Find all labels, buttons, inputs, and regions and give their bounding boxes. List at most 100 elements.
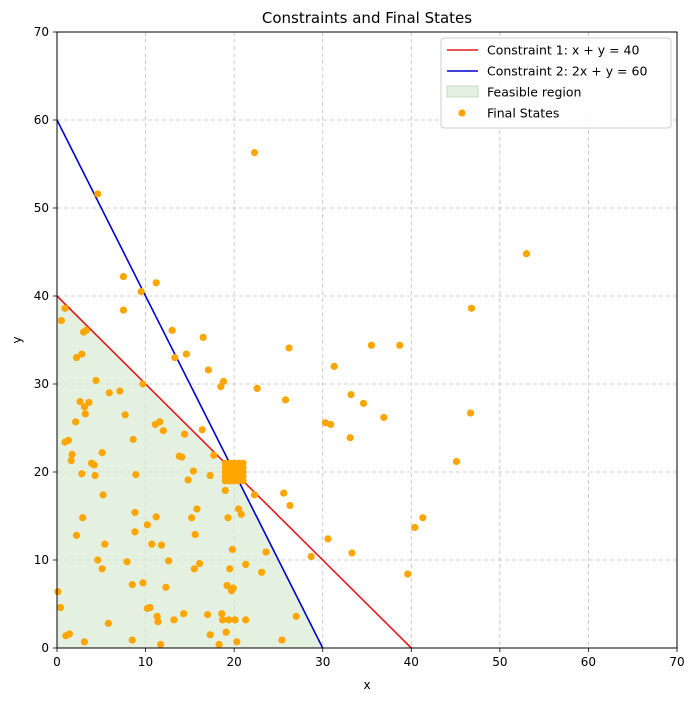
legend-label-final-states: Final States	[487, 106, 559, 121]
final-state-point	[180, 430, 189, 438]
final-state-point	[324, 535, 332, 543]
final-state-point	[233, 638, 241, 646]
y-tick-label: 60	[34, 113, 49, 127]
final-state-point	[61, 304, 69, 312]
final-state-point	[72, 531, 81, 539]
final-state-point	[307, 552, 315, 561]
final-state-point	[224, 514, 232, 522]
final-state-point	[396, 341, 404, 349]
final-state-point	[128, 581, 136, 589]
final-state-point	[79, 514, 87, 522]
plot-area	[54, 31, 678, 649]
final-state-point	[80, 403, 89, 411]
final-state-point	[143, 521, 151, 529]
final-state-point	[218, 610, 226, 618]
final-state-point	[119, 273, 128, 281]
final-state-point	[152, 513, 160, 521]
final-state-point	[206, 631, 214, 639]
final-state-point	[56, 603, 65, 612]
legend-label-constraint-2: Constraint 2: 2x + y = 60	[487, 64, 647, 79]
final-state-point	[210, 451, 218, 459]
final-state-point	[162, 583, 170, 591]
x-tick-label: 0	[53, 655, 61, 669]
final-state-point	[139, 579, 147, 587]
final-state-point	[347, 390, 355, 399]
y-axis-ticks: 0 10 20 30 40 50 60 70	[34, 25, 57, 655]
y-axis-label: y	[10, 336, 24, 343]
final-state-point	[159, 427, 167, 435]
final-state-point	[171, 354, 179, 362]
final-state-point	[221, 486, 229, 495]
final-state-point	[280, 489, 288, 497]
final-state-point	[67, 456, 75, 465]
final-state-point	[180, 610, 188, 618]
final-state-point	[330, 362, 338, 370]
final-state-point	[104, 619, 112, 627]
final-state-point	[253, 384, 261, 392]
final-state-point	[72, 354, 81, 362]
final-state-point	[239, 459, 247, 467]
final-state-point	[281, 396, 290, 404]
constraint-line-2	[56, 119, 324, 649]
final-state-point	[152, 279, 160, 287]
final-state-point	[193, 505, 201, 513]
final-state-point	[139, 380, 147, 388]
final-state-point	[99, 491, 107, 499]
final-state-point	[196, 559, 204, 568]
final-state-point	[91, 471, 99, 480]
final-state-point	[154, 618, 162, 626]
final-state-point	[367, 341, 376, 349]
final-state-point	[189, 467, 197, 475]
final-state-point	[204, 366, 213, 374]
final-state-point	[85, 398, 93, 407]
legend-swatch-feasible-region	[446, 85, 479, 98]
final-state-point	[231, 616, 239, 624]
final-state-point	[101, 540, 109, 548]
final-state-point	[258, 568, 266, 576]
x-tick-label: 10	[138, 655, 153, 669]
final-state-point	[191, 530, 199, 539]
final-state-point	[286, 501, 294, 510]
final-state-point	[262, 548, 270, 556]
final-state-point	[65, 630, 73, 638]
final-state-point	[348, 549, 356, 557]
x-tick-label: 60	[581, 655, 596, 669]
legend-swatch-final-states	[458, 109, 466, 117]
final-state-point	[467, 409, 475, 417]
final-state-point	[116, 387, 124, 395]
y-tick-label: 20	[34, 465, 49, 479]
final-state-point	[165, 557, 173, 565]
final-state-point	[250, 148, 259, 157]
final-state-point	[203, 610, 212, 619]
legend-label-feasible-region: Feasible region	[487, 85, 581, 100]
final-state-point	[467, 304, 476, 312]
final-state-point	[54, 588, 62, 596]
x-tick-label: 50	[492, 655, 507, 669]
final-state-point	[242, 560, 250, 569]
final-state-point	[98, 449, 106, 457]
final-state-point	[131, 528, 139, 536]
final-state-point	[219, 616, 227, 624]
final-state-point	[148, 540, 156, 548]
x-tick-label: 30	[315, 655, 330, 669]
final-state-point	[411, 523, 419, 532]
final-state-point	[78, 470, 86, 478]
final-state-point	[229, 584, 237, 592]
final-state-point	[327, 420, 335, 429]
final-state-point	[346, 434, 354, 442]
final-state-point	[225, 616, 233, 624]
final-state-point	[123, 558, 131, 566]
final-state-point	[119, 306, 128, 314]
final-state-point	[68, 450, 76, 458]
final-state-point	[131, 508, 139, 517]
final-state-point	[237, 510, 245, 518]
final-state-point	[222, 628, 230, 636]
x-tick-label: 70	[669, 655, 684, 669]
final-state-point	[78, 350, 86, 358]
final-state-point	[137, 288, 145, 296]
final-state-point	[242, 616, 250, 624]
final-state-point	[80, 638, 89, 646]
final-state-point	[199, 333, 207, 341]
x-axis-label: x	[363, 678, 370, 692]
